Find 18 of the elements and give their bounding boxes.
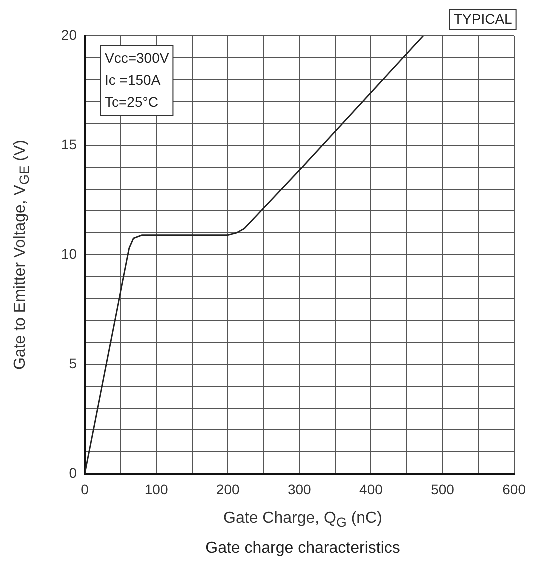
y-tick-label: 5 bbox=[69, 355, 78, 372]
y-tick-label: 10 bbox=[61, 246, 78, 262]
x-tick-label: 300 bbox=[288, 481, 312, 498]
annotation: Ic =150A bbox=[105, 72, 162, 88]
annotation: Tc=25°C bbox=[105, 94, 158, 110]
x-tick-label: 0 bbox=[81, 481, 90, 498]
x-tick-label: 100 bbox=[144, 481, 168, 498]
y-tick-label: 15 bbox=[61, 136, 78, 152]
text: Gate charge characteristics bbox=[204, 540, 402, 558]
x-tick-label: 500 bbox=[431, 481, 455, 498]
y-tick-label: 20 bbox=[61, 26, 78, 43]
x-axis-title: Gate Charge, Q$_{G}$ (nC) bbox=[222, 510, 384, 530]
text: TYPICAL bbox=[454, 10, 513, 27]
x-tick-label: 200 bbox=[216, 481, 240, 498]
y-tick-label: 0 bbox=[69, 464, 78, 481]
x-tick-label: 600 bbox=[502, 481, 526, 498]
annotation: Vcc=300V bbox=[105, 50, 170, 66]
x-tick-label: 400 bbox=[360, 481, 384, 498]
